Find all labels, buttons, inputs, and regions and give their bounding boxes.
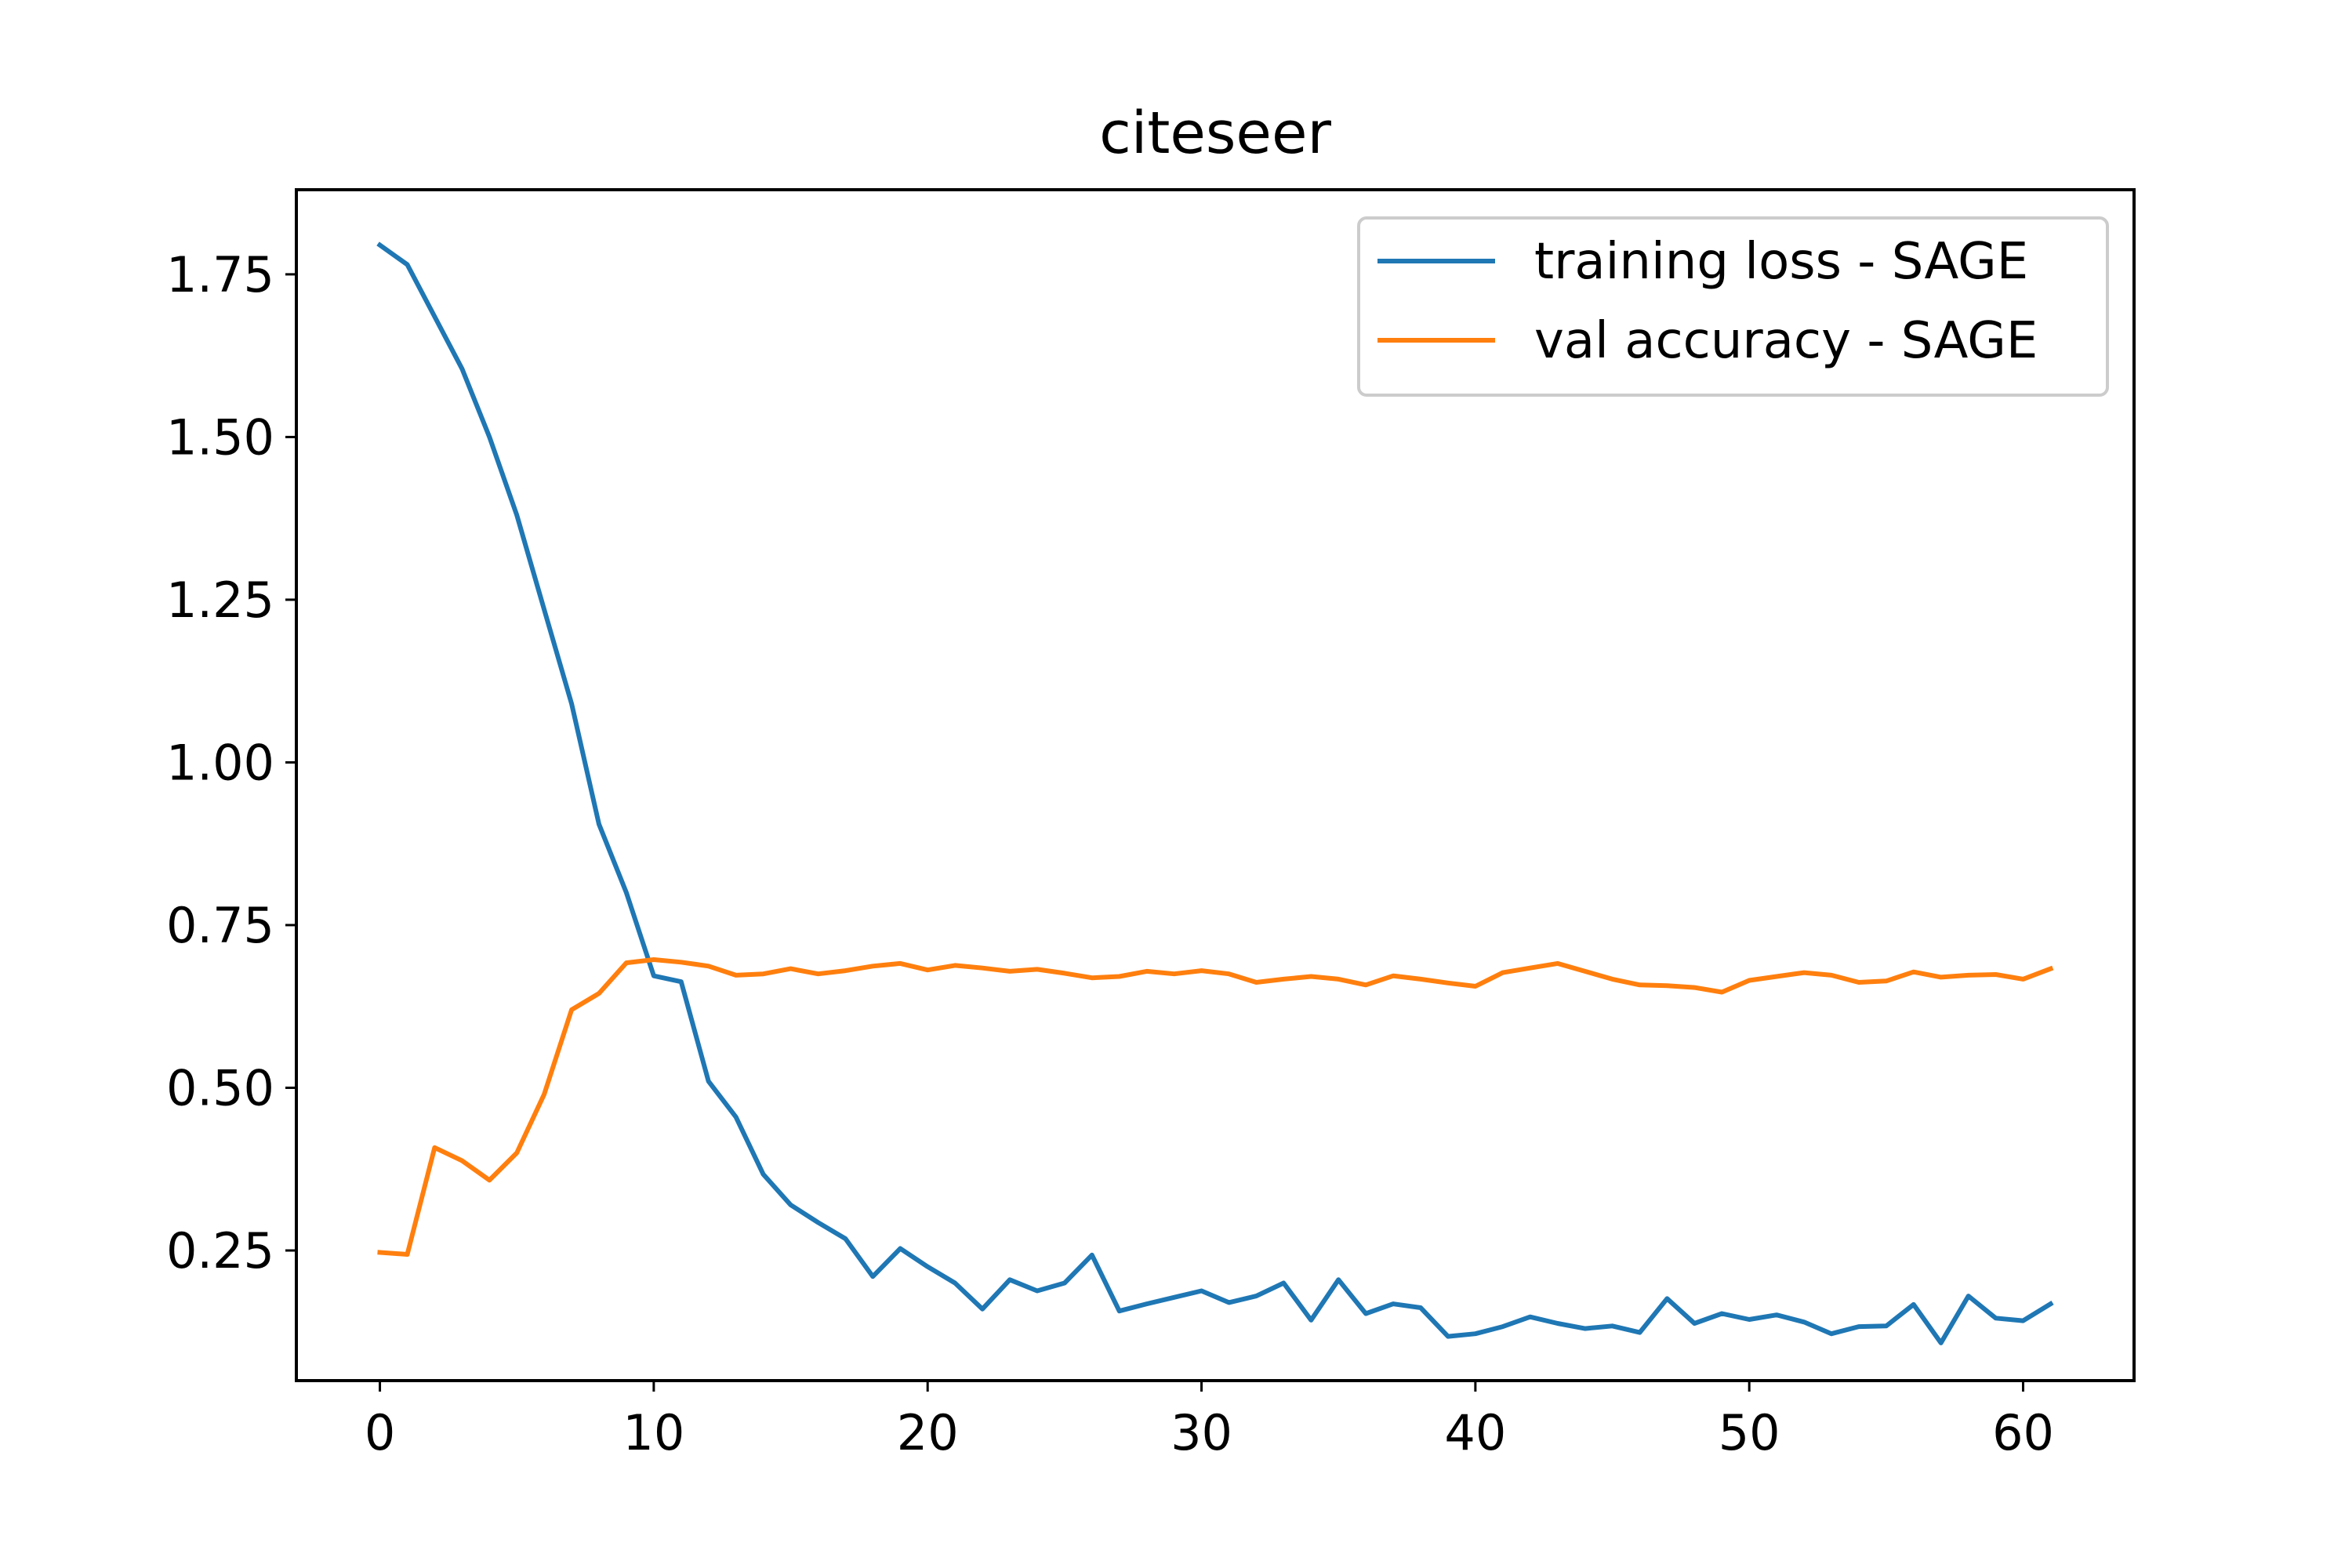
legend-label-val-accuracy: val accuracy - SAGE [1534, 312, 2038, 370]
x-tick-label: 30 [1171, 1404, 1232, 1461]
y-tick-label: 1.75 [166, 246, 274, 303]
plot-frame [295, 188, 2136, 1382]
x-axis: 0 10 20 30 40 50 60 [365, 1381, 2054, 1461]
y-tick-label: 0.25 [166, 1222, 274, 1279]
series-line-val-accuracy-sage [377, 957, 2054, 1257]
y-tick-label: 1.25 [166, 572, 274, 629]
y-tick-label: 0.75 [166, 897, 274, 954]
x-tick-label: 60 [1992, 1404, 2054, 1461]
series-line-training-loss-sage [376, 241, 2054, 1345]
y-tick-label: 1.00 [166, 734, 274, 791]
series-layer [376, 241, 2054, 1345]
legend-box [1357, 216, 2109, 397]
y-tick-label: 1.50 [166, 408, 274, 466]
legend-label-training-loss: training loss - SAGE [1534, 233, 2028, 291]
chart-title: citeseer [1099, 100, 1331, 167]
x-tick-label: 40 [1444, 1404, 1506, 1461]
legend: training loss - SAGE val accuracy - SAGE [1357, 216, 2109, 397]
y-tick-label: 0.50 [166, 1059, 274, 1116]
x-tick-label: 10 [622, 1404, 684, 1461]
x-tick-label: 50 [1719, 1404, 1780, 1461]
y-axis: 0.25 0.50 0.75 1.00 1.25 1.50 1.75 [166, 246, 296, 1279]
x-tick-label: 0 [365, 1404, 395, 1461]
x-tick-label: 20 [897, 1404, 959, 1461]
